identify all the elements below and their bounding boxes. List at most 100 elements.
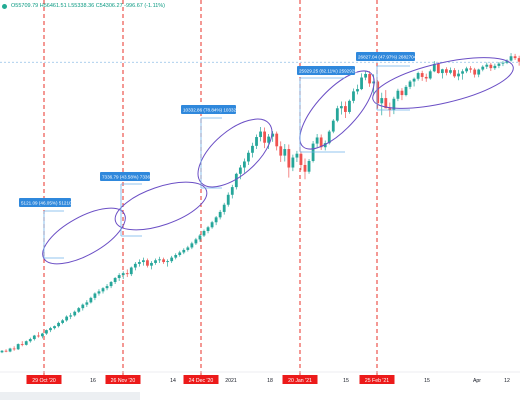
x-tick-text: 2021 [225,378,237,384]
candle-body [142,260,145,263]
candle-body [364,73,367,78]
candle-body [166,261,170,263]
x-tick-text: 18 [267,378,273,384]
candle-body [445,69,448,73]
candle-body [109,282,113,287]
x-tick-text: 16 [90,378,96,384]
candle-body [255,137,258,146]
candle-body [41,333,44,337]
candle-body [380,98,384,104]
phase-ellipse-1 [42,207,126,265]
scrollbar-strip[interactable] [0,392,140,400]
candle-body [81,304,85,309]
candle-body [4,350,8,352]
x-tick-highlight [105,375,141,384]
candle-body [259,131,262,138]
candle-body [408,81,412,87]
candle-body [214,217,218,223]
annotation-box [19,198,71,207]
candle-body [449,70,452,73]
candle-body [501,62,505,64]
candle-body [93,293,97,298]
annotation-label-3: 10332.86 (78.84%) 1033286 [181,105,242,114]
candle-body [505,60,509,63]
candle-body [509,56,513,61]
candle-body [513,56,517,59]
candle-body [178,252,182,256]
measure-bracket-1 [43,210,64,259]
candle-body [61,320,64,323]
candle-body [473,69,477,75]
candle-body [315,137,319,144]
x-tick-label: Apr [473,378,481,384]
candle-body [432,63,436,72]
candle-body [339,106,343,109]
candle-body [230,187,234,195]
candle-body [404,86,408,96]
candle-body [65,316,69,321]
candle-body [113,278,117,283]
candle-body [85,302,89,305]
candle-body [73,311,77,316]
candle-body [49,328,52,331]
x-tick-label: 25 Feb '21 [359,375,395,384]
candle-body [392,98,396,111]
x-tick-label: 16 [90,378,96,384]
candle-body [303,164,307,172]
phase-ellipse-2 [114,181,208,231]
candle-body [497,63,501,66]
candle-body [493,65,497,69]
candle-body [45,330,48,334]
candle-body [299,153,303,165]
x-tick-text: 24 Dec '20 [189,378,214,384]
candle-body [436,63,440,74]
candle-body [186,247,190,250]
candle-body [287,149,291,168]
candle-body [20,344,24,345]
candle-body [279,146,283,156]
candle-body [335,108,339,121]
x-tick-label: 2021 [225,378,237,384]
candle-body [283,149,287,156]
candle-body [247,152,250,162]
x-tick-text: 29 Oct '20 [32,378,56,384]
candle-body [206,227,210,231]
x-tick-text: Apr [473,378,481,384]
candle-body [356,89,359,92]
candle-body [105,286,109,289]
candle-body [28,339,32,342]
candle-body [218,211,222,218]
candle-body [12,348,16,350]
candle-body [194,239,198,244]
x-tick-text: 12 [504,378,510,384]
candle-body [150,262,153,266]
annotation-text: 5121.09 (46.05%) 512109 [21,201,75,206]
candle-body [376,81,380,104]
candle-body [146,260,149,266]
candle-body [133,263,137,268]
candle-body [348,100,351,112]
candles [0,53,520,354]
phase-ellipse-4 [299,70,375,150]
candle-body [440,69,444,74]
candle-body [469,68,473,70]
candle-body [368,73,372,84]
annotation-box [181,105,236,114]
candle-body [182,249,186,253]
candle-body [327,131,331,144]
candle-body [226,194,230,205]
candle-body [57,322,60,327]
candle-body [416,73,420,79]
candle-body [477,69,481,75]
candle-body [16,344,20,350]
candle-body [420,73,424,77]
candle-body [396,90,400,99]
candle-body [129,267,133,275]
candle-body [485,64,489,67]
candle-body [424,76,428,79]
annotation-label-2: 7336.79 (43.58%) 733679 [100,172,156,181]
candle-body [360,77,363,90]
candle-body [162,259,165,263]
